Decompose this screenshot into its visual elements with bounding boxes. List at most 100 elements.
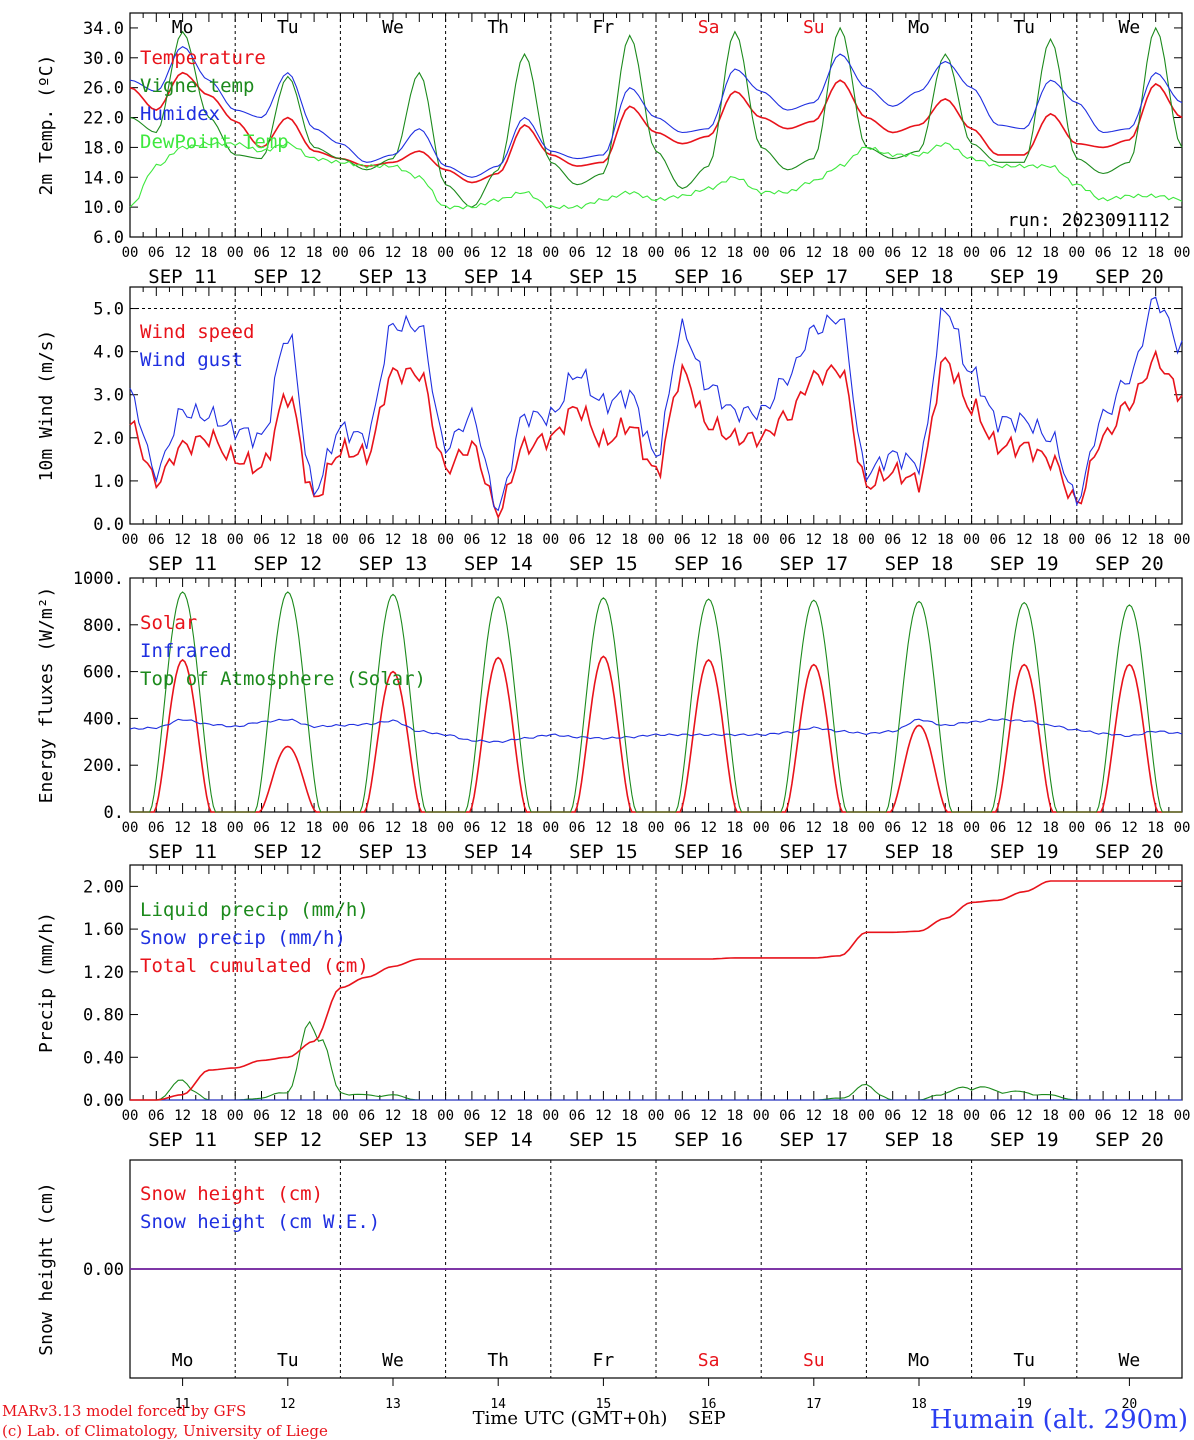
hour-tick-label: 12 <box>1121 820 1138 836</box>
hour-tick-label: 06 <box>148 532 165 548</box>
y-tick-label: 0.40 <box>83 1048 124 1068</box>
hour-tick-label: 18 <box>726 245 743 261</box>
date-label: SEP 19 <box>990 1129 1059 1151</box>
y-tick-label: 1.60 <box>83 920 124 940</box>
hour-tick-label: 18 <box>516 820 533 836</box>
hour-tick-label: 12 <box>805 245 822 261</box>
series-line-infrared <box>129 718 1183 743</box>
hour-tick-label: 18 <box>937 245 954 261</box>
series-line-temperature <box>129 71 1183 184</box>
date-label: SEP 20 <box>1095 266 1164 288</box>
hour-tick-label: 12 <box>174 820 191 836</box>
hour-tick-label: 00 <box>1068 245 1085 261</box>
hour-tick-label: 12 <box>490 820 507 836</box>
y-tick-label: 0.00 <box>83 1091 124 1111</box>
hour-tick-label: 00 <box>753 245 770 261</box>
y-tick-label: 0.80 <box>83 1006 124 1026</box>
y-axis-label: Snow height (cm) <box>36 1182 57 1355</box>
y-tick-label: 10.0 <box>83 198 124 218</box>
y-tick-label: 2.0 <box>93 429 124 449</box>
hour-tick-label: 06 <box>674 532 691 548</box>
hour-tick-label: 12 <box>174 1108 191 1124</box>
hour-tick-label: 18 <box>411 245 428 261</box>
y-tick-label: 5.0 <box>93 300 124 320</box>
hour-tick-label: 06 <box>569 245 586 261</box>
date-label: SEP 14 <box>464 841 533 863</box>
hour-tick-label: 18 <box>1147 1108 1164 1124</box>
plot-frame <box>129 12 1183 238</box>
hour-tick-label: 18 <box>621 1108 638 1124</box>
hour-tick-label: 06 <box>463 245 480 261</box>
hour-tick-label: 00 <box>332 820 349 836</box>
y-tick-label: 1.0 <box>93 472 124 492</box>
hour-tick-label: 06 <box>569 532 586 548</box>
hour-tick-label: 18 <box>1042 532 1059 548</box>
date-label: SEP 17 <box>779 841 848 863</box>
hour-tick-label: 12 <box>385 532 402 548</box>
hour-tick-label: 06 <box>253 532 270 548</box>
legend-entry: Temperature <box>140 47 266 69</box>
date-label: SEP 19 <box>990 266 1059 288</box>
panel-energy: 0. 200. 400. 600. 800. 1000. Energy fluxes (W/… <box>36 569 1190 863</box>
series-line-total-cumulated-cm- <box>130 880 1182 1101</box>
date-label: SEP 16 <box>674 553 743 575</box>
day-name-label: Fr <box>593 17 615 38</box>
hour-tick-label: 12 <box>490 532 507 548</box>
hour-tick-label: 06 <box>358 1108 375 1124</box>
panel-wind: 0.0 1.0 2.0 3.0 4.0 5.0 10m Wind (m/s) Wind spe… <box>36 286 1190 575</box>
date-label: SEP 20 <box>1095 841 1164 863</box>
hour-tick-label: 00 <box>1174 245 1191 261</box>
hour-tick-label: 18 <box>411 820 428 836</box>
hour-tick-label: 00 <box>648 532 665 548</box>
hour-tick-label: 18 <box>1147 245 1164 261</box>
hour-tick-label: 18 <box>832 245 849 261</box>
day-name-label: We <box>382 17 404 38</box>
hour-tick-label: 12 <box>385 245 402 261</box>
y-tick-label: 18.0 <box>83 138 124 158</box>
hour-tick-label: 12 <box>279 820 296 836</box>
hour-tick-label: 18 <box>1147 532 1164 548</box>
hour-tick-label: 06 <box>779 1108 796 1124</box>
day-number-label: 20 <box>1122 1397 1138 1412</box>
hour-tick-label: 12 <box>1121 1108 1138 1124</box>
hour-tick-label: 06 <box>1095 820 1112 836</box>
hour-tick-label: 18 <box>1042 245 1059 261</box>
hour-tick-label: 06 <box>463 532 480 548</box>
hour-tick-label: 06 <box>779 820 796 836</box>
date-label: SEP 12 <box>253 553 322 575</box>
hour-tick-label: 12 <box>700 245 717 261</box>
hour-tick-label: 00 <box>542 245 559 261</box>
hour-tick-label: 06 <box>253 1108 270 1124</box>
hour-tick-label: 12 <box>700 820 717 836</box>
day-name-label: Tu <box>1013 17 1035 38</box>
hour-tick-label: 06 <box>148 1108 165 1124</box>
hour-tick-label: 12 <box>174 245 191 261</box>
hour-tick-label: 12 <box>595 1108 612 1124</box>
date-label: SEP 18 <box>885 553 954 575</box>
hour-tick-label: 12 <box>805 1108 822 1124</box>
day-name-label: Tu <box>277 1350 299 1371</box>
hour-tick-label: 12 <box>700 532 717 548</box>
hour-tick-label: 12 <box>911 1108 928 1124</box>
y-tick-label: 4.0 <box>93 343 124 363</box>
day-number-label: 14 <box>490 1397 506 1412</box>
hour-tick-label: 18 <box>726 532 743 548</box>
hour-tick-label: 12 <box>595 245 612 261</box>
hour-tick-label: 06 <box>1095 1108 1112 1124</box>
day-number-label: 13 <box>385 1397 401 1412</box>
hour-tick-label: 00 <box>227 245 244 261</box>
series-line-top-of-atmosphere-solar- <box>130 591 1182 813</box>
y-tick-label: 200. <box>83 756 124 776</box>
hour-tick-label: 12 <box>700 1108 717 1124</box>
hour-tick-label: 18 <box>937 532 954 548</box>
hour-tick-label: 00 <box>332 245 349 261</box>
legend-entry: Solar <box>140 612 197 634</box>
hour-tick-label: 18 <box>306 245 323 261</box>
hour-tick-label: 18 <box>411 532 428 548</box>
hour-tick-label: 00 <box>963 1108 980 1124</box>
hour-tick-label: 00 <box>122 245 139 261</box>
hour-tick-label: 12 <box>805 820 822 836</box>
date-label: SEP 13 <box>359 553 428 575</box>
hour-tick-label: 12 <box>911 245 928 261</box>
hour-tick-label: 00 <box>332 1108 349 1124</box>
